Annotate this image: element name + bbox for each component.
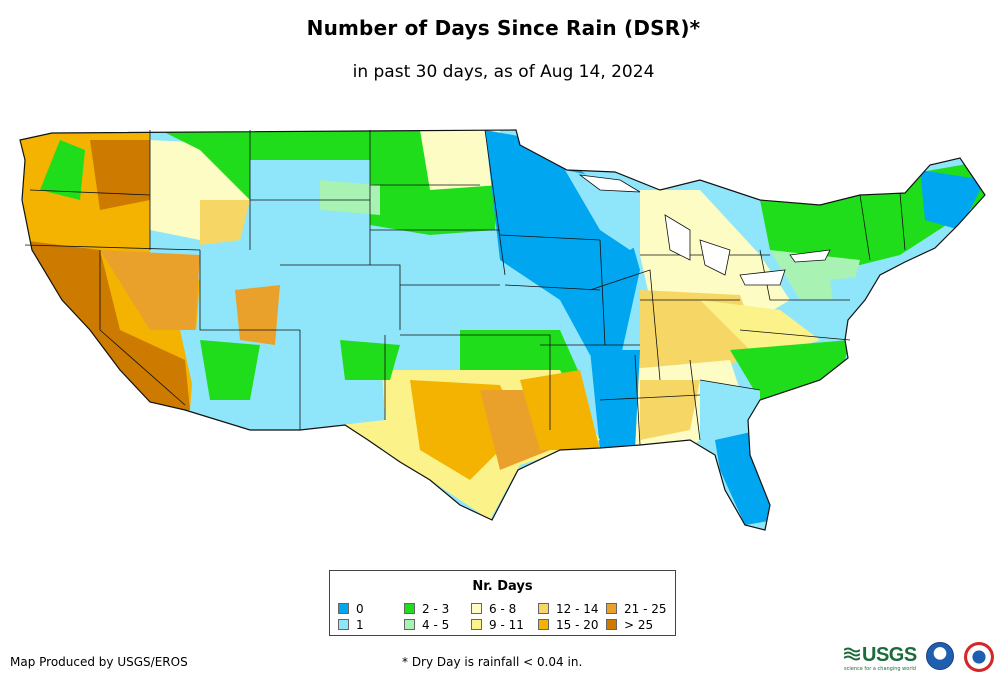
- great-lakes: [578, 174, 831, 286]
- legend-item-2-3: 2 - 3: [404, 602, 449, 616]
- region-mississippi-0: [590, 350, 640, 450]
- legend-swatch: [538, 603, 549, 614]
- usgs-logo: USGS: [862, 644, 917, 666]
- legend-item-15-20: 15 - 20: [538, 618, 599, 632]
- region-south-dakota-4-5: [320, 180, 380, 215]
- region-georgia-1: [700, 380, 760, 450]
- us-outline: [19, 129, 986, 531]
- legend-swatch: [471, 603, 482, 614]
- legend-item-25plus: > 25: [606, 618, 653, 632]
- region-north-dakota-6-8: [420, 130, 500, 190]
- nws-logo-icon: [964, 642, 994, 672]
- legend-swatch: [538, 619, 549, 630]
- legend-swatch: [606, 619, 617, 630]
- usgs-wave-icon: [844, 647, 860, 661]
- noaa-logo-icon: [926, 642, 954, 670]
- legend-item-6-8: 6 - 8: [471, 602, 516, 616]
- region-maine-0: [920, 170, 985, 230]
- agency-logos: USGS science for a changing world: [842, 640, 1002, 676]
- legend-swatch: [606, 603, 617, 614]
- region-florida-0: [715, 430, 775, 525]
- dry-day-note: * Dry Day is rainfall < 0.04 in.: [402, 655, 583, 669]
- usgs-tagline: science for a changing world: [844, 666, 916, 672]
- legend-item-0: 0: [338, 602, 364, 616]
- legend-swatch: [338, 603, 349, 614]
- legend-swatch: [404, 603, 415, 614]
- region-oregon-12-14: [200, 200, 250, 245]
- region-washington-25plus: [90, 140, 150, 210]
- map-subtitle: in past 30 days, as of Aug 14, 2024: [352, 62, 655, 82]
- legend-title: Nr. Days: [472, 579, 533, 594]
- legend-swatch: [338, 619, 349, 630]
- region-louisiana-15-20: [520, 370, 600, 450]
- region-wa-coast-2-3: [40, 140, 85, 200]
- region-alabama-12-14: [640, 380, 700, 440]
- region-new-mexico-2-3: [340, 340, 400, 380]
- region-california-25plus: [20, 240, 190, 420]
- region-nevada-21-25: [100, 250, 200, 330]
- legend-swatch: [471, 619, 482, 630]
- legend-item-21-25: 21 - 25: [606, 602, 667, 616]
- credit-text: Map Produced by USGS/EROS: [10, 655, 188, 669]
- legend-swatch: [404, 619, 415, 630]
- map-title: Number of Days Since Rain (DSR)*: [306, 16, 701, 40]
- legend-item-1: 1: [338, 618, 364, 632]
- legend: Nr. Days 0 1 2 - 3 4 - 5 6 - 8 9 - 11 12…: [329, 570, 676, 636]
- region-arizona-2-3: [200, 340, 260, 400]
- legend-item-4-5: 4 - 5: [404, 618, 449, 632]
- region-utah-21-25: [235, 285, 280, 345]
- legend-item-12-14: 12 - 14: [538, 602, 599, 616]
- legend-item-9-11: 9 - 11: [471, 618, 524, 632]
